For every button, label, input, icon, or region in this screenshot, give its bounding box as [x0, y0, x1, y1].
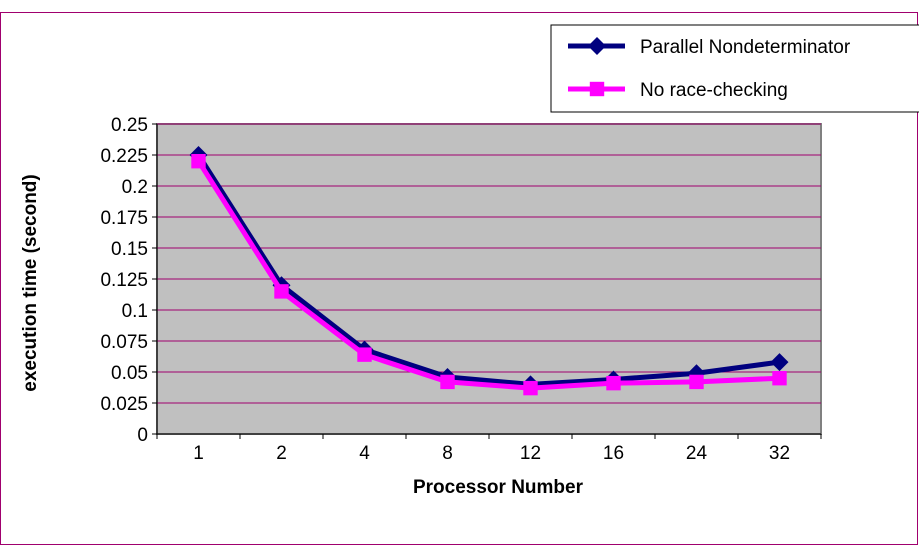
legend-swatch-marker — [589, 81, 605, 97]
legend-box — [550, 24, 919, 113]
x-tick-label: 12 — [520, 443, 541, 464]
x-tick-label: 2 — [276, 443, 287, 464]
y-tick-label: 0.075 — [100, 332, 148, 353]
y-tick-label: 0.05 — [111, 363, 148, 384]
y-axis-title: execution time (second) — [20, 174, 41, 392]
x-tick-label: 4 — [359, 443, 370, 464]
x-tick-label: 8 — [442, 443, 453, 464]
y-tick-label: 0.225 — [100, 146, 148, 167]
y-tick-label: 0.025 — [100, 394, 148, 415]
legend-swatch-marker — [588, 37, 606, 55]
series-line-2 — [196, 159, 780, 391]
y-tick-label: 0.15 — [111, 239, 148, 260]
series-2-point — [274, 284, 289, 299]
y-tick-label: 0.2 — [122, 177, 148, 198]
series-2-point — [523, 380, 538, 396]
legend-label: No race-checking — [640, 80, 788, 101]
y-tick-label: 0.25 — [111, 115, 148, 136]
series-line-1 — [196, 153, 780, 387]
series-2-point — [606, 375, 621, 391]
y-tick-label: 0.125 — [100, 270, 148, 291]
x-tick-label: 32 — [769, 443, 790, 464]
gridlines — [157, 123, 821, 404]
y-tick-label: 0.175 — [100, 208, 148, 229]
y-tick-label: 0 — [137, 425, 148, 446]
y-axis-ticks: 0 0.025 0.05 0.075 0.1 0.125 0.15 0.175 0.2 0.225… — [100, 115, 157, 446]
series-2-point — [357, 347, 372, 362]
series-1-point — [770, 353, 789, 372]
series-2-point — [440, 374, 455, 390]
y-tick-label: 0.1 — [122, 301, 148, 322]
series-2-point — [191, 154, 206, 169]
series-2-point — [689, 374, 704, 390]
x-tick-label: 24 — [686, 443, 708, 464]
x-axis-title: Processor Number — [413, 477, 584, 498]
x-tick-label: 16 — [603, 443, 624, 464]
series-2-point — [772, 371, 787, 386]
legend: Parallel Nondeterminator No race-checking — [550, 24, 919, 113]
series-layer — [189, 146, 789, 396]
x-axis-ticks: 1 2 4 8 12 16 24 32 — [156, 434, 822, 464]
x-tick-label: 1 — [193, 443, 204, 464]
legend-label: Parallel Nondeterminator — [640, 37, 851, 58]
